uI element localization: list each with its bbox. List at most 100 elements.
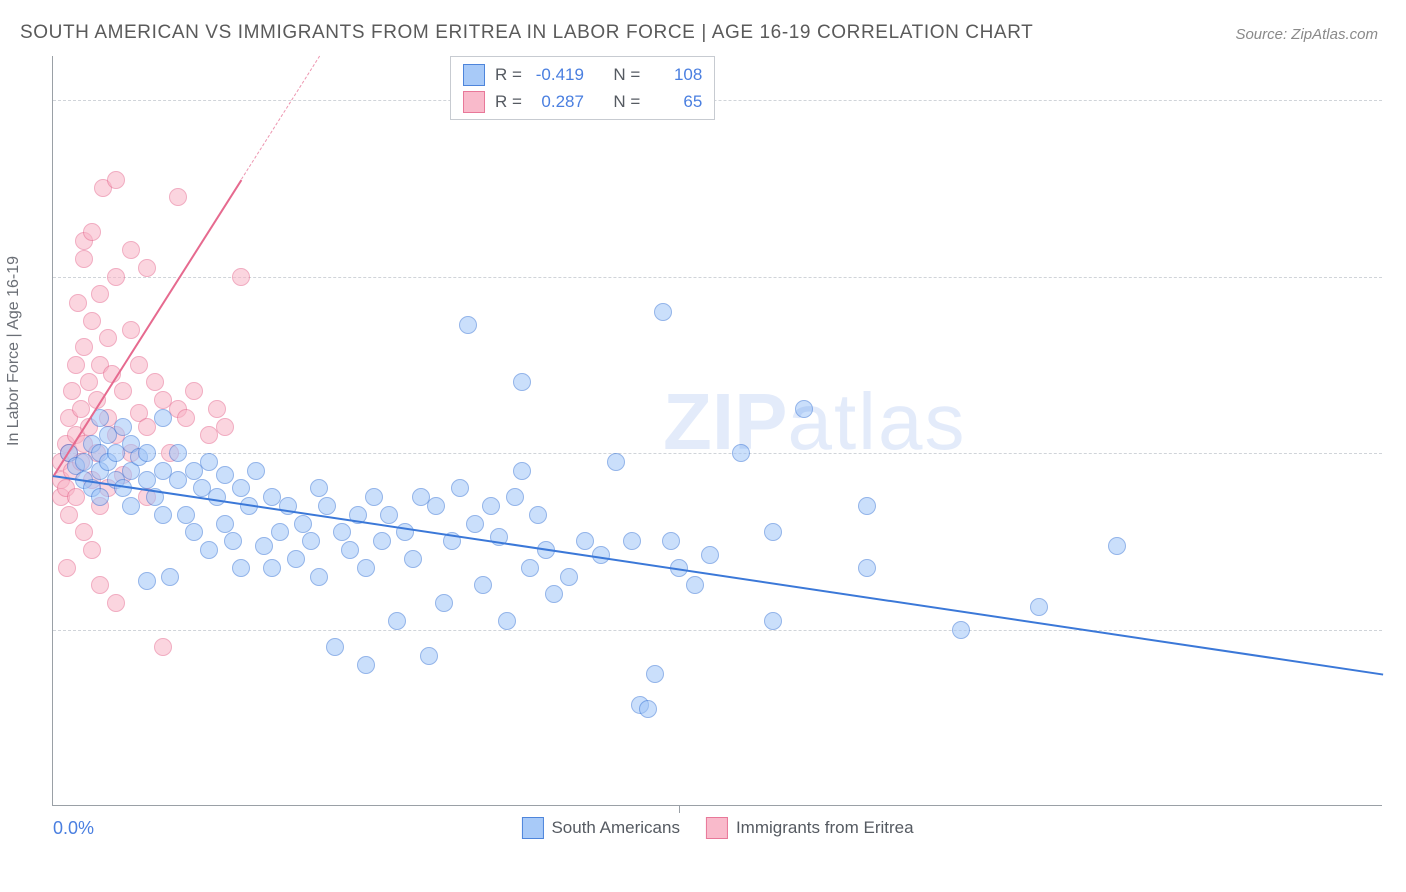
data-point (122, 241, 140, 259)
data-point (732, 444, 750, 462)
data-point (451, 479, 469, 497)
data-point (99, 329, 117, 347)
data-point (506, 488, 524, 506)
data-point (83, 541, 101, 559)
data-point (1108, 537, 1126, 555)
data-point (380, 506, 398, 524)
data-point (701, 546, 719, 564)
data-point (208, 488, 226, 506)
data-point (247, 462, 265, 480)
data-point (154, 506, 172, 524)
data-point (560, 568, 578, 586)
data-point (200, 453, 218, 471)
data-point (341, 541, 359, 559)
data-point (302, 532, 320, 550)
data-point (169, 188, 187, 206)
data-point (91, 488, 109, 506)
series-legend: South Americans Immigrants from Eritrea (521, 817, 913, 839)
data-point (216, 418, 234, 436)
data-point (1030, 598, 1048, 616)
data-point (287, 550, 305, 568)
data-point (114, 418, 132, 436)
data-point (545, 585, 563, 603)
r-label: R = (495, 61, 522, 88)
data-point (107, 171, 125, 189)
data-point (154, 638, 172, 656)
stats-row-series-2: R = 0.287 N = 65 (463, 88, 702, 115)
data-point (83, 312, 101, 330)
data-point (858, 559, 876, 577)
gridline (53, 100, 1382, 101)
data-point (482, 497, 500, 515)
legend-label-2: Immigrants from Eritrea (736, 818, 914, 838)
swatch-series-1 (463, 64, 485, 86)
data-point (107, 594, 125, 612)
data-point (427, 497, 445, 515)
n-value-1: 108 (650, 61, 702, 88)
data-point (122, 321, 140, 339)
trend-line (53, 475, 1383, 676)
r-label: R = (495, 88, 522, 115)
legend-label-1: South Americans (551, 818, 680, 838)
data-point (521, 559, 539, 577)
data-point (216, 515, 234, 533)
data-point (459, 316, 477, 334)
data-point (224, 532, 242, 550)
data-point (232, 559, 250, 577)
data-point (83, 223, 101, 241)
gridline (53, 277, 1382, 278)
y-tick-label: 60.0% (1392, 266, 1406, 287)
data-point (177, 506, 195, 524)
data-point (498, 612, 516, 630)
data-point (764, 612, 782, 630)
data-point (764, 523, 782, 541)
watermark: ZIPatlas (663, 376, 966, 468)
data-point (80, 373, 98, 391)
data-point (75, 338, 93, 356)
data-point (67, 356, 85, 374)
data-point (310, 568, 328, 586)
data-point (654, 303, 672, 321)
swatch-series-2 (463, 91, 485, 113)
data-point (357, 656, 375, 674)
n-label: N = (613, 61, 640, 88)
data-point (69, 294, 87, 312)
x-axis-tick (679, 805, 680, 813)
data-point (404, 550, 422, 568)
data-point (388, 612, 406, 630)
data-point (686, 576, 704, 594)
data-point (271, 523, 289, 541)
n-value-2: 65 (650, 88, 702, 115)
data-point (122, 497, 140, 515)
data-point (373, 532, 391, 550)
stats-row-series-1: R = -0.419 N = 108 (463, 61, 702, 88)
data-point (662, 532, 680, 550)
data-point (255, 537, 273, 555)
data-point (326, 638, 344, 656)
data-point (513, 373, 531, 391)
data-point (63, 382, 81, 400)
data-point (318, 497, 336, 515)
swatch-series-2 (706, 817, 728, 839)
legend-item-2: Immigrants from Eritrea (706, 817, 914, 839)
data-point (216, 466, 234, 484)
data-point (420, 647, 438, 665)
data-point (58, 559, 76, 577)
data-point (75, 523, 93, 541)
data-point (795, 400, 813, 418)
y-axis-label: In Labor Force | Age 16-19 (5, 256, 23, 446)
data-point (310, 479, 328, 497)
data-point (91, 576, 109, 594)
data-point (130, 356, 148, 374)
data-point (294, 515, 312, 533)
data-point (513, 462, 531, 480)
data-point (114, 382, 132, 400)
data-point (154, 409, 172, 427)
data-point (357, 559, 375, 577)
stats-legend: R = -0.419 N = 108 R = 0.287 N = 65 (450, 56, 715, 120)
data-point (138, 572, 156, 590)
data-point (474, 576, 492, 594)
chart-title: SOUTH AMERICAN VS IMMIGRANTS FROM ERITRE… (20, 22, 1033, 44)
r-value-2: 0.287 (532, 88, 584, 115)
data-point (333, 523, 351, 541)
